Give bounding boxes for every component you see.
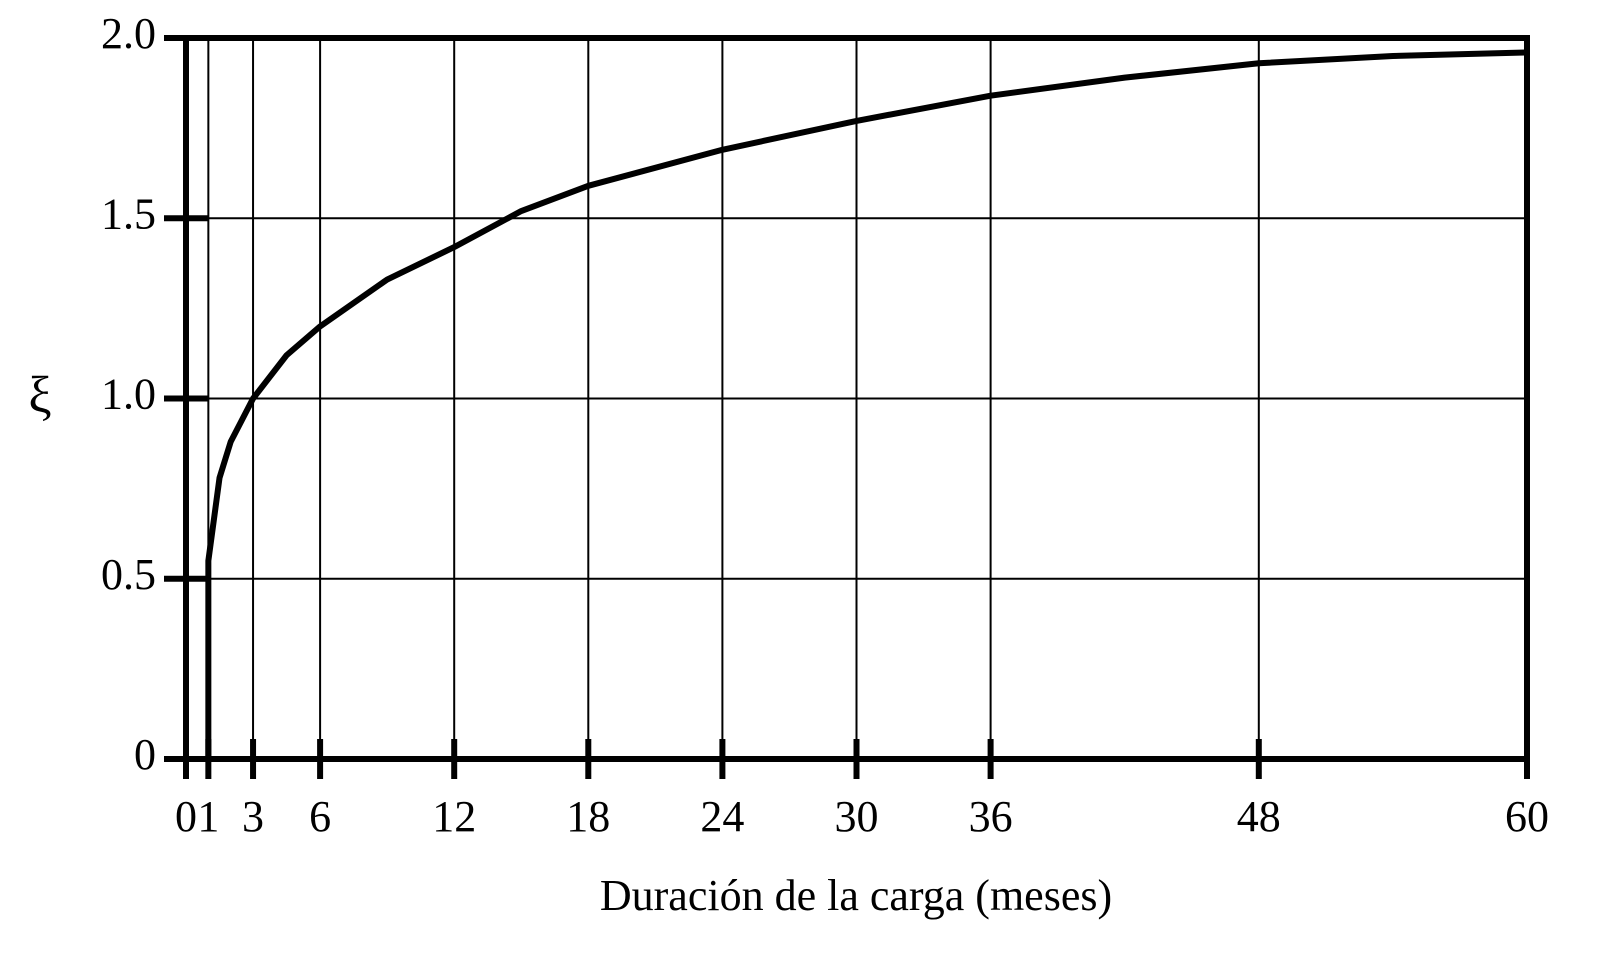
y-tick-label: 1.0 <box>101 370 156 419</box>
y-axis-label: ξ <box>28 367 51 424</box>
x-tick-label: 6 <box>309 792 331 841</box>
x-tick-label: 1 <box>197 792 219 841</box>
y-tick-label: 1.5 <box>101 189 156 238</box>
x-tick-label: 24 <box>700 792 744 841</box>
x-axis-label: Duración de la carga (meses) <box>600 871 1112 920</box>
x-tick-label: 48 <box>1237 792 1281 841</box>
plot-frame <box>183 35 1530 762</box>
y-tick-label: 0 <box>134 730 156 779</box>
x-tick-label: 18 <box>566 792 610 841</box>
y-tick-label: 2.0 <box>101 9 156 58</box>
x-tick-label: 30 <box>835 792 879 841</box>
x-tick-label: 12 <box>432 792 476 841</box>
data-line <box>205 49 1528 759</box>
x-tick-label: 3 <box>242 792 264 841</box>
x-tick-label: 36 <box>969 792 1013 841</box>
y-tick-label: 0.5 <box>101 550 156 599</box>
x-tick-label: 0 <box>175 792 197 841</box>
x-tick-label: 60 <box>1505 792 1549 841</box>
